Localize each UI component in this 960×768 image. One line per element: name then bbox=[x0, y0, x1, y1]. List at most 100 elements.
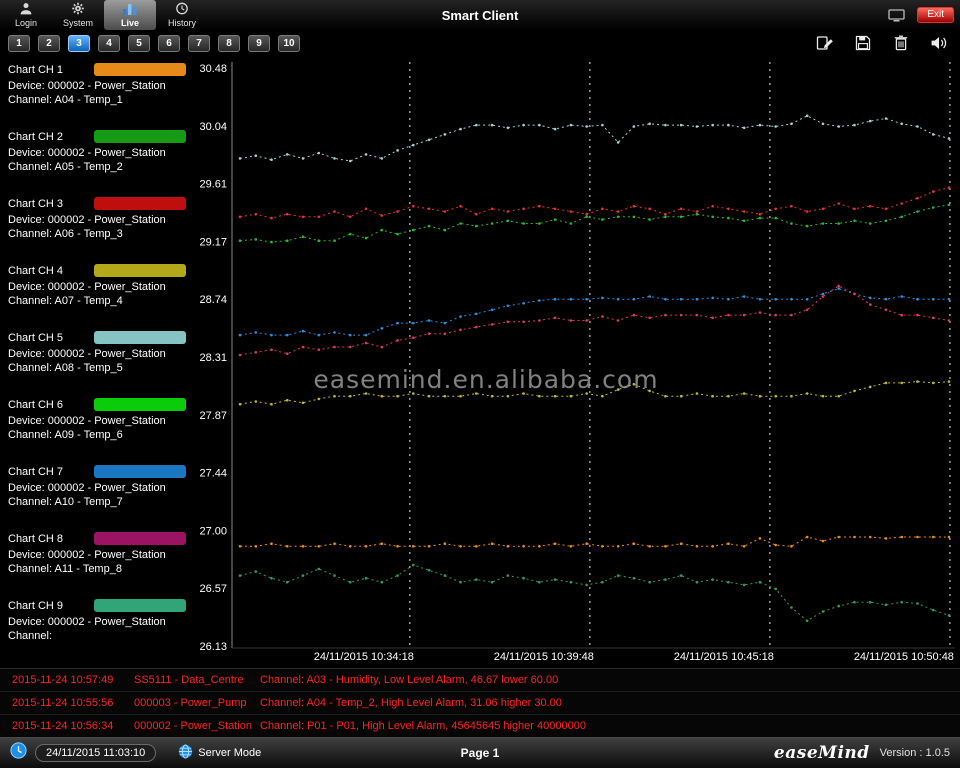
series-point bbox=[633, 216, 636, 219]
series-point bbox=[617, 388, 620, 391]
series-point bbox=[680, 314, 683, 317]
display-icon[interactable] bbox=[883, 5, 909, 25]
alarm-message: Channel: P01 - P01, High Level Alarm, 45… bbox=[260, 720, 960, 732]
series-point bbox=[774, 217, 777, 220]
series-point bbox=[570, 222, 573, 225]
series-a04-temp-1 bbox=[239, 536, 951, 548]
series-point bbox=[302, 157, 305, 160]
series-point bbox=[806, 309, 809, 312]
page-tab-10[interactable]: 10 bbox=[278, 35, 300, 52]
edit-button[interactable] bbox=[812, 33, 838, 53]
page-tab-9[interactable]: 9 bbox=[248, 35, 270, 52]
series-point bbox=[286, 213, 289, 216]
nav-item-history[interactable]: History bbox=[156, 0, 208, 30]
series-point bbox=[664, 213, 667, 216]
alarm-row[interactable]: 2015-11-24 10:55:56 000003 - Power_Pump … bbox=[0, 692, 960, 715]
series-point bbox=[774, 314, 777, 317]
page-tab-1[interactable]: 1 bbox=[8, 35, 30, 52]
series-point bbox=[270, 577, 273, 580]
series-point bbox=[286, 239, 289, 242]
channel-card[interactable]: Chart CH 9 Device: 000002 - Power_Statio… bbox=[8, 598, 196, 665]
series-point bbox=[601, 124, 604, 127]
series-point bbox=[286, 581, 289, 584]
nav-item-live[interactable]: Live bbox=[104, 0, 156, 30]
page-tab-3[interactable]: 3 bbox=[68, 35, 90, 52]
series-point bbox=[349, 233, 352, 236]
alarm-row[interactable]: 2015-11-24 10:57:49 SS5111 - Data_Centre… bbox=[0, 669, 960, 692]
series-point bbox=[270, 241, 273, 244]
series-point bbox=[617, 216, 620, 219]
channel-card[interactable]: Chart CH 8 Device: 000002 - Power_Statio… bbox=[8, 531, 196, 598]
series-point bbox=[396, 395, 399, 398]
channel-card[interactable]: Chart CH 6 Device: 000002 - Power_Statio… bbox=[8, 397, 196, 464]
channel-card[interactable]: Chart CH 7 Device: 000002 - Power_Statio… bbox=[8, 464, 196, 531]
nav-item-login[interactable]: Login bbox=[0, 0, 52, 30]
alarm-time: 2015-11-24 10:55:56 bbox=[0, 697, 134, 709]
page-tab-7[interactable]: 7 bbox=[188, 35, 210, 52]
series-point bbox=[239, 239, 242, 242]
series-point bbox=[869, 297, 872, 300]
series-point bbox=[570, 210, 573, 213]
page-tab-5[interactable]: 5 bbox=[128, 35, 150, 52]
series-point bbox=[538, 545, 541, 548]
channel-card[interactable]: Chart CH 2 Device: 000002 - Power_Statio… bbox=[8, 129, 196, 196]
series-point bbox=[837, 536, 840, 539]
series-point bbox=[916, 298, 919, 301]
gear-icon bbox=[71, 2, 85, 17]
page-tab-2[interactable]: 2 bbox=[38, 35, 60, 52]
series-point bbox=[507, 127, 510, 130]
page-tab-8[interactable]: 8 bbox=[218, 35, 240, 52]
series-point bbox=[601, 208, 604, 211]
series-point bbox=[774, 208, 777, 211]
channel-card[interactable]: Chart CH 1 Device: 000002 - Power_Statio… bbox=[8, 62, 196, 129]
series-point bbox=[365, 153, 368, 156]
save-button[interactable] bbox=[850, 33, 876, 53]
live-trend-chart[interactable]: 30.4830.0429.6129.1728.7428.3127.8727.44… bbox=[196, 56, 960, 668]
series-point bbox=[664, 124, 667, 127]
series-point bbox=[396, 339, 399, 342]
delete-button[interactable] bbox=[888, 33, 914, 53]
series-point bbox=[727, 217, 730, 220]
live-chart-icon bbox=[122, 2, 138, 17]
exit-button[interactable]: Exit bbox=[917, 7, 954, 23]
series-point bbox=[491, 542, 494, 545]
sound-button[interactable] bbox=[926, 33, 952, 53]
series-point bbox=[239, 157, 242, 160]
series-point bbox=[475, 213, 478, 216]
alarm-row[interactable]: 2015-11-24 10:56:34 000002 - Power_Stati… bbox=[0, 715, 960, 738]
series-point bbox=[743, 127, 746, 130]
series-point bbox=[585, 216, 588, 219]
series-point bbox=[270, 403, 273, 406]
page-tab-6[interactable]: 6 bbox=[158, 35, 180, 52]
series-point bbox=[507, 545, 510, 548]
series-point bbox=[522, 222, 525, 225]
series-point bbox=[633, 205, 636, 208]
smart-client-window: Login System Live History Smart Client bbox=[0, 0, 960, 768]
channel-legend-sidebar: Chart CH 1 Device: 000002 - Power_Statio… bbox=[0, 56, 196, 668]
nav-item-system[interactable]: System bbox=[52, 0, 104, 30]
page-tab-4[interactable]: 4 bbox=[98, 35, 120, 52]
series-point bbox=[554, 298, 557, 301]
series-point bbox=[570, 545, 573, 548]
channel-card[interactable]: Chart CH 5 Device: 000002 - Power_Statio… bbox=[8, 330, 196, 397]
series-point bbox=[885, 208, 888, 211]
nav-label: History bbox=[168, 18, 196, 28]
channel-title: Chart CH 2 bbox=[8, 130, 94, 144]
channel-card[interactable]: Chart CH 4 Device: 000002 - Power_Statio… bbox=[8, 263, 196, 330]
series-point bbox=[302, 330, 305, 333]
series-point bbox=[270, 158, 273, 161]
series-point bbox=[302, 235, 305, 238]
series-point bbox=[869, 222, 872, 225]
series-point bbox=[349, 334, 352, 337]
series-point bbox=[522, 302, 525, 305]
channel-card[interactable]: Chart CH 3 Device: 000002 - Power_Statio… bbox=[8, 196, 196, 263]
series-point bbox=[491, 124, 494, 127]
series-point bbox=[648, 581, 651, 584]
series-point bbox=[790, 545, 793, 548]
series-point bbox=[333, 331, 336, 334]
series-point bbox=[554, 128, 557, 131]
series-point bbox=[302, 574, 305, 577]
server-mode-label: Server Mode bbox=[198, 747, 261, 759]
alarm-list: 2015-11-24 10:57:49 SS5111 - Data_Centre… bbox=[0, 668, 960, 737]
series-point bbox=[412, 322, 415, 325]
